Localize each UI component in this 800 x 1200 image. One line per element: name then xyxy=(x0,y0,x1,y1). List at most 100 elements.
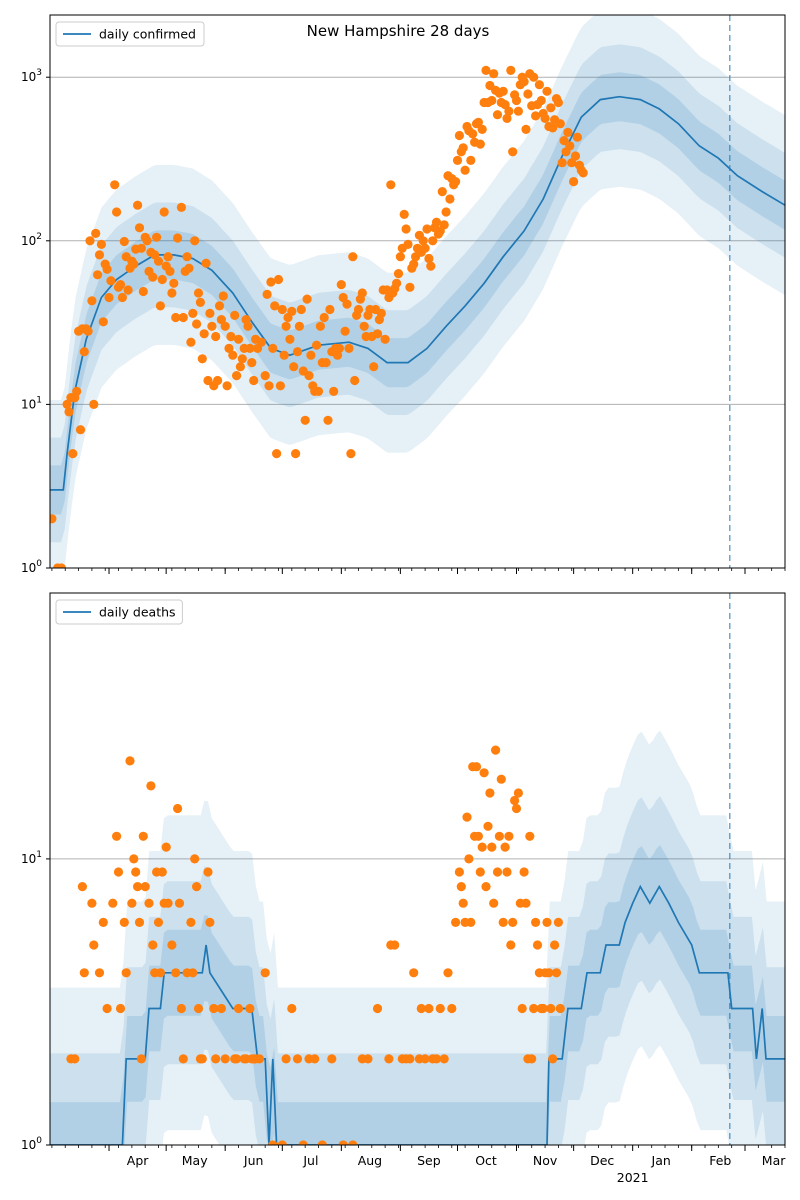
data-point xyxy=(489,69,499,79)
data-point xyxy=(98,917,108,928)
data-point xyxy=(195,297,205,307)
data-point xyxy=(416,1003,426,1014)
x-tick-label: Jan xyxy=(651,1153,671,1168)
data-point xyxy=(519,867,529,877)
data-point xyxy=(211,331,221,342)
data-point xyxy=(134,223,145,233)
data-point xyxy=(485,788,495,798)
data-point xyxy=(216,1003,226,1014)
data-point xyxy=(511,803,522,814)
data-point xyxy=(216,315,226,325)
data-point xyxy=(380,334,390,344)
data-point xyxy=(159,207,169,217)
data-point xyxy=(376,308,386,318)
data-point xyxy=(87,898,97,908)
data-point xyxy=(205,308,215,318)
data-point xyxy=(62,399,72,409)
data-point xyxy=(540,113,550,123)
data-point xyxy=(517,1003,527,1014)
data-point xyxy=(203,867,213,877)
data-point xyxy=(165,266,175,276)
data-point xyxy=(521,898,531,908)
x-tick-label: Apr xyxy=(127,1153,149,1168)
data-point xyxy=(226,331,236,342)
data-point xyxy=(372,329,383,339)
legend-box xyxy=(55,21,205,47)
data-point xyxy=(399,209,409,219)
x-tick-label: May xyxy=(182,1153,208,1168)
data-point xyxy=(260,371,270,381)
data-point xyxy=(372,1003,383,1014)
data-point xyxy=(458,898,468,908)
data-point xyxy=(513,788,524,798)
data-point xyxy=(285,334,295,344)
data-point xyxy=(131,867,141,877)
data-point xyxy=(268,1140,278,1145)
data-point xyxy=(346,449,356,459)
data-point xyxy=(112,831,122,841)
data-point xyxy=(140,882,150,892)
data-point xyxy=(155,301,165,311)
data-point xyxy=(220,321,230,331)
data-point xyxy=(451,177,461,187)
data-point xyxy=(441,207,451,217)
data-point xyxy=(409,259,419,269)
data-point xyxy=(529,72,539,82)
data-point xyxy=(176,1003,186,1014)
data-point xyxy=(348,1140,358,1145)
data-point xyxy=(94,968,105,978)
data-point xyxy=(466,155,476,165)
data-point xyxy=(401,224,411,234)
data-point xyxy=(249,375,259,386)
data-point xyxy=(392,278,402,288)
data-point xyxy=(277,1140,287,1145)
data-point xyxy=(106,276,116,286)
data-point xyxy=(422,224,432,234)
legend: daily confirmed xyxy=(55,21,205,47)
data-point xyxy=(319,312,329,323)
data-point xyxy=(222,381,232,391)
data-point xyxy=(153,917,164,928)
data-point xyxy=(188,308,198,318)
data-point xyxy=(110,180,120,190)
data-point xyxy=(213,375,223,386)
data-point xyxy=(525,831,535,841)
year-label: 2021 xyxy=(617,1170,649,1185)
data-point xyxy=(504,106,514,116)
axes-frame xyxy=(49,14,786,569)
data-point xyxy=(275,381,285,391)
data-point xyxy=(133,882,143,892)
x-tick-label: Feb xyxy=(709,1153,731,1168)
data-point xyxy=(294,321,304,331)
data-point xyxy=(544,968,554,978)
data-point xyxy=(443,968,453,978)
data-point xyxy=(348,252,358,262)
data-point xyxy=(386,180,396,190)
data-point xyxy=(475,139,485,149)
data-point xyxy=(291,449,301,459)
data-point xyxy=(359,321,369,331)
data-point xyxy=(233,334,244,344)
data-point xyxy=(531,111,541,121)
data-point xyxy=(477,842,487,852)
data-point xyxy=(96,239,106,249)
x-tick-label: Dec xyxy=(590,1153,614,1168)
data-point xyxy=(353,304,364,315)
data-point xyxy=(115,1003,126,1014)
data-point xyxy=(138,831,148,841)
data-point xyxy=(287,1003,297,1014)
data-point xyxy=(169,278,179,288)
data-point xyxy=(437,187,447,197)
legend-label: daily confirmed xyxy=(99,27,196,42)
data-point xyxy=(289,362,299,372)
data-point xyxy=(203,375,213,386)
data-point xyxy=(207,321,217,331)
data-point xyxy=(176,202,186,212)
data-point xyxy=(104,292,114,303)
data-point xyxy=(171,312,181,323)
plot-area xyxy=(50,15,785,568)
data-point xyxy=(152,232,162,242)
data-point xyxy=(570,151,581,161)
data-point xyxy=(209,1003,219,1014)
